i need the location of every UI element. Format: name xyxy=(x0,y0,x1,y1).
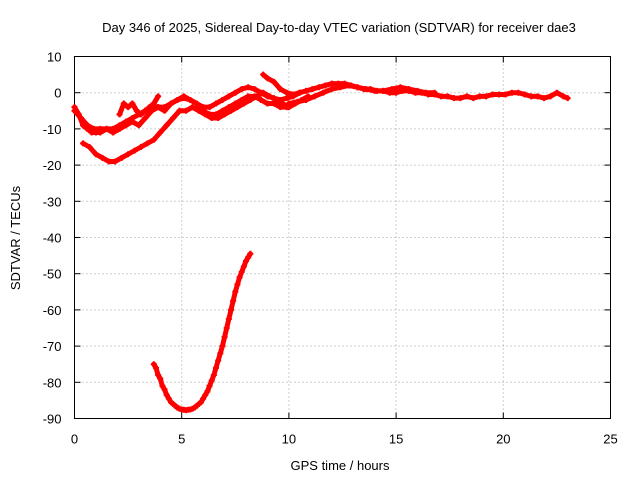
y-tick-label: -10 xyxy=(43,122,62,137)
y-tick-label: -20 xyxy=(43,158,62,173)
data-points xyxy=(71,71,571,414)
series-track-f xyxy=(285,82,438,107)
data-point xyxy=(247,250,254,257)
y-tick-label: -70 xyxy=(43,339,62,354)
grid-lines xyxy=(74,56,611,419)
x-tick-labels: 0 5 10 15 20 25 xyxy=(71,432,618,447)
series-track-e xyxy=(260,71,571,102)
series-track-b xyxy=(71,93,290,136)
y-tick-label: -60 xyxy=(43,303,62,318)
x-tick-label: 15 xyxy=(389,432,403,447)
series-track-g xyxy=(150,250,254,414)
y-tick-label: -90 xyxy=(43,412,62,427)
data-point xyxy=(431,89,438,96)
x-tick-label: 5 xyxy=(178,432,185,447)
x-tick-label: 10 xyxy=(282,432,296,447)
y-tick-label: -30 xyxy=(43,194,62,209)
x-tick-label: 0 xyxy=(71,432,78,447)
x-tick-label: 20 xyxy=(496,432,510,447)
y-tick-label: -40 xyxy=(43,231,62,246)
y-tick-label: 10 xyxy=(47,50,61,65)
chart-title: Day 346 of 2025, Sidereal Day-to-day VTE… xyxy=(102,20,576,35)
y-tick-label: -50 xyxy=(43,267,62,282)
axis-ticks xyxy=(74,56,611,419)
series-track-d xyxy=(116,93,162,118)
y-tick-label: -80 xyxy=(43,375,62,390)
data-point xyxy=(564,95,571,102)
y-tick-labels: 10 0 -10 -20 -30 -40 -50 -60 -70 -80 -90 xyxy=(43,50,62,427)
data-point xyxy=(155,93,162,100)
y-axis-label: SDTVAR / TECUs xyxy=(8,185,23,290)
x-axis-label: GPS time / hours xyxy=(291,458,390,473)
series-track-c xyxy=(80,89,312,165)
y-tick-label: 0 xyxy=(54,86,61,101)
x-tick-label: 25 xyxy=(603,432,617,447)
